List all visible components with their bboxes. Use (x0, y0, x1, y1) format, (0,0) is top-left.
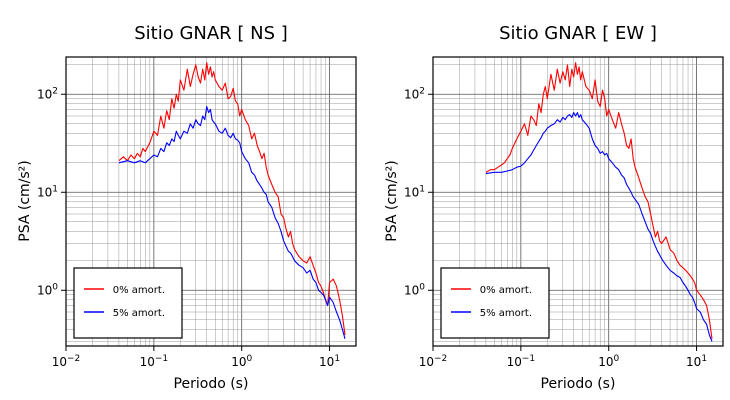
y-axis-label: PSA (cm/s²) (17, 160, 33, 242)
x-tick-label: 10−1 (140, 354, 169, 369)
legend: 0% amort. 5% amort. (73, 267, 183, 339)
chart-ns: Sitio GNAR [ NS ] Periodo (s) PSA (cm/s²… (17, 23, 357, 392)
x-axis-label: Periodo (s) (174, 376, 249, 392)
x-tick-label: 100 (598, 354, 619, 369)
x-tick-label: 10−2 (419, 354, 448, 369)
legend-label: 0% amort. (480, 285, 532, 296)
x-tick-label: 100 (231, 354, 252, 369)
legend-box (73, 267, 183, 339)
chart-title: Sitio GNAR [ NS ] (134, 23, 288, 44)
x-tick-label: 10−2 (52, 354, 81, 369)
series-line (118, 62, 346, 336)
series-line (485, 112, 713, 342)
legend-box (440, 267, 550, 339)
x-tick-label: 10−1 (507, 354, 536, 369)
series-line (118, 105, 346, 339)
y-tick-label: 102 (404, 86, 425, 101)
y-axis-label: PSA (cm/s²) (384, 160, 400, 242)
legend: 0% amort. 5% amort. (440, 267, 550, 339)
chart-ew: Sitio GNAR [ EW ] Periodo (s) PSA (cm/s²… (384, 23, 724, 392)
x-tick-label: 101 (319, 354, 340, 369)
tick-marks (61, 93, 331, 351)
y-tick-label: 100 (404, 282, 425, 297)
y-tick-label: 100 (37, 282, 58, 297)
x-axis-label: Periodo (s) (541, 376, 616, 392)
y-tick-label: 102 (37, 86, 58, 101)
legend-label: 5% amort. (113, 308, 165, 319)
y-tick-label: 101 (37, 184, 58, 199)
legend-label: 5% amort. (480, 308, 532, 319)
legend-label: 0% amort. (113, 285, 165, 296)
y-tick-label: 101 (404, 184, 425, 199)
series-line (485, 62, 713, 339)
chart-title: Sitio GNAR [ EW ] (499, 23, 657, 44)
x-tick-label: 101 (686, 354, 707, 369)
plot-frame (432, 56, 724, 347)
plot-frame (65, 56, 357, 347)
tick-marks (428, 93, 698, 351)
